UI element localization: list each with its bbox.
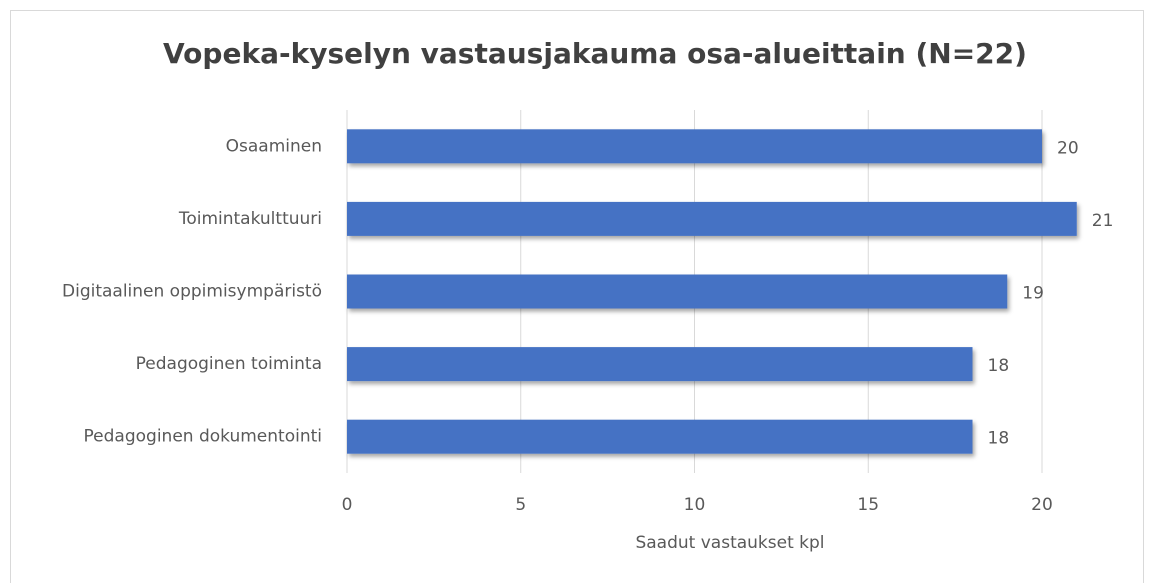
data-label: 18 (988, 429, 1010, 449)
x-tick-label: 0 (342, 495, 353, 515)
x-tick-label: 5 (515, 495, 526, 515)
data-label: 18 (988, 356, 1010, 376)
x-axis-label: Saadut vastaukset kpl (635, 533, 824, 553)
data-label: 20 (1057, 138, 1079, 158)
chart-title: Vopeka-kyselyn vastausjakauma osa-alueit… (163, 37, 1027, 70)
bar (347, 274, 1008, 309)
bar (347, 347, 973, 382)
data-label: 21 (1092, 211, 1114, 231)
y-tick-label: Pedagoginen toiminta (136, 354, 322, 374)
y-tick-label: Osaaminen (226, 136, 322, 156)
x-tick-label: 10 (684, 495, 706, 515)
bar (347, 129, 1042, 164)
x-tick-label: 15 (857, 495, 879, 515)
bar (347, 419, 973, 454)
y-tick-label: Toimintakulttuuri (178, 209, 322, 229)
data-label: 19 (1022, 284, 1044, 304)
y-tick-label: Digitaalinen oppimisympäristö (62, 282, 322, 302)
y-tick-label: Pedagoginen dokumentointi (84, 427, 322, 447)
bar (347, 201, 1077, 236)
x-tick-label: 20 (1031, 495, 1053, 515)
